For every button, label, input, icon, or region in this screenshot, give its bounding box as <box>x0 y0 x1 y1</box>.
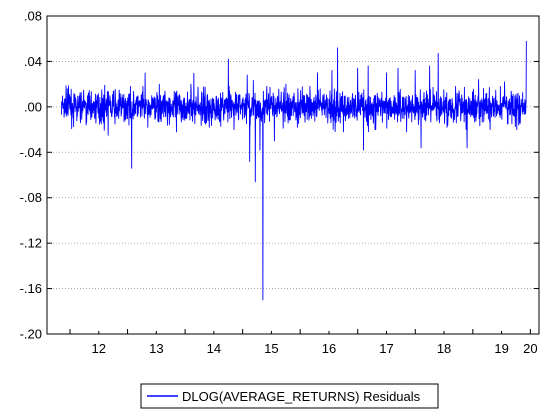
x-tick-label: 20 <box>523 341 537 356</box>
x-tick-label: 15 <box>264 341 278 356</box>
x-tick-label: 13 <box>149 341 163 356</box>
y-tick-label: -.04 <box>20 145 42 160</box>
plot-area <box>46 15 540 335</box>
x-tick-label: 14 <box>207 341 221 356</box>
y-tick-label: -.12 <box>20 236 42 251</box>
legend: DLOG(AVERAGE_RETURNS) Residuals <box>140 383 439 409</box>
legend-box <box>140 383 439 409</box>
y-axis: .08 .04 .00 -.04 -.08 -.12 -.16 -.20 <box>20 9 539 342</box>
y-tick-label: -.08 <box>20 190 42 205</box>
y-tick-label: -.16 <box>20 281 42 296</box>
y-tick-label: .04 <box>24 54 42 69</box>
x-tick-label: 12 <box>92 341 106 356</box>
residuals-series-line <box>60 40 527 301</box>
x-tick-label: 16 <box>322 341 336 356</box>
y-tick-label: .08 <box>24 9 42 24</box>
x-tick-label: 17 <box>379 341 393 356</box>
x-tick-label: 19 <box>494 341 508 356</box>
y-tick-label: -.20 <box>20 327 42 342</box>
x-axis: 12 13 14 15 16 17 18 19 20 <box>69 329 538 356</box>
y-tick-label: .00 <box>24 99 42 114</box>
legend-label: DLOG(AVERAGE_RETURNS) Residuals <box>182 389 421 404</box>
x-tick-label: 18 <box>437 341 451 356</box>
series-layer <box>60 40 527 301</box>
